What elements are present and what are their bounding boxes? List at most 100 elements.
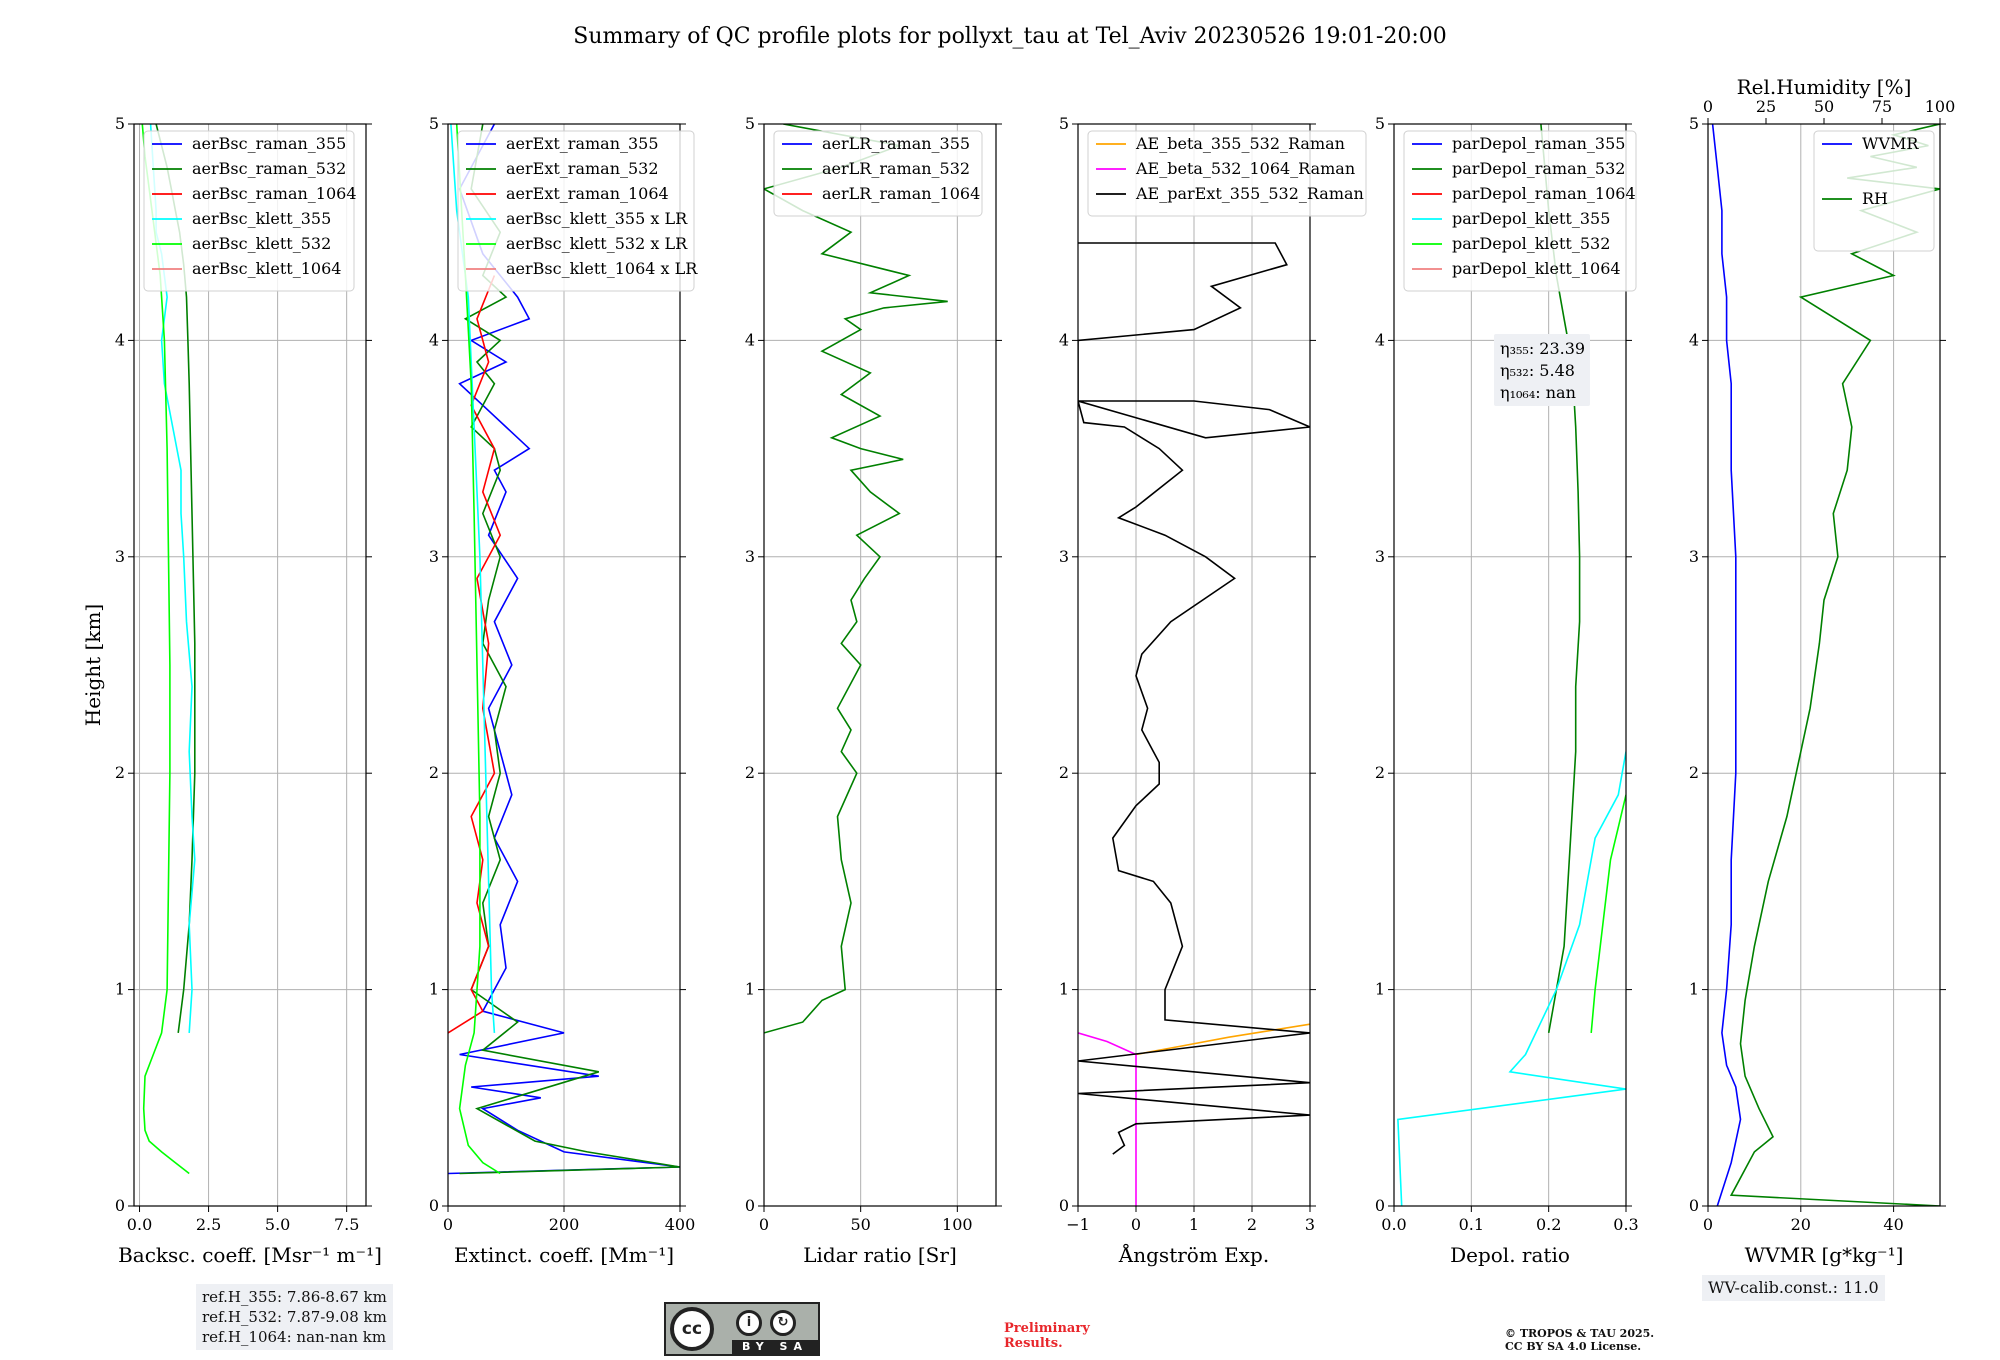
legend-label: aerBsc_raman_532 (192, 159, 346, 178)
x-tick-label: 0.3 (1613, 1215, 1638, 1234)
legend-label: aerBsc_klett_532 (192, 234, 331, 253)
y-tick-label: 4 (1375, 330, 1385, 349)
x-tick-label: 2.5 (196, 1215, 221, 1234)
x-axis-label: WVMR [g*kg⁻¹] (1745, 1243, 1904, 1267)
y-tick-label: 2 (745, 763, 755, 782)
y-tick-label: 3 (1059, 547, 1069, 566)
x-tick-label: 0.0 (127, 1215, 152, 1234)
legend-label: WVMR (1862, 134, 1919, 153)
y-tick-label: 4 (1059, 330, 1069, 349)
x-axis-label: Lidar ratio [Sr] (803, 1243, 957, 1267)
y-tick-label: 0 (1375, 1196, 1385, 1215)
ref-height-1064: ref.H_1064: nan-nan km (202, 1328, 387, 1346)
x-tick-label: 0.0 (1381, 1215, 1406, 1234)
legend-label: aerBsc_klett_355 x LR (506, 209, 688, 228)
x-tick-label: 1 (1189, 1215, 1199, 1234)
copyright-line-1: © TROPOS & TAU 2025. (1505, 1327, 1655, 1340)
axes-frame (1707, 123, 1941, 1207)
ref-height-355: ref.H_355: 7.86-8.67 km (202, 1288, 387, 1306)
cc-icon: cc (670, 1307, 714, 1351)
preliminary-line-1: Preliminary (1004, 1321, 1090, 1336)
legend-label: aerLR_raman_532 (822, 159, 970, 178)
wv-calibration-box: WV-calib.const.: 11.0 (1702, 1275, 1885, 1301)
x-top-tick-label: 0 (1703, 97, 1713, 116)
legend-box (1403, 130, 1637, 292)
x-tick-label: 5.0 (265, 1215, 290, 1234)
legend-label: aerLR_raman_1064 (822, 184, 980, 203)
y-tick-label: 4 (745, 330, 755, 349)
legend-label: parDepol_raman_355 (1452, 134, 1625, 153)
legend-label: parDepol_klett_1064 (1452, 259, 1621, 278)
y-tick-label: 5 (745, 114, 755, 133)
series-line (764, 124, 948, 1034)
series-line (1078, 1032, 1137, 1206)
legend-box (143, 130, 355, 292)
legend-label: aerExt_raman_532 (506, 159, 659, 178)
series-line (1729, 124, 1940, 1206)
y-tick-label: 0 (1689, 1196, 1699, 1215)
legend-label: aerExt_raman_1064 (506, 184, 669, 203)
preliminary-notice: Preliminary Results. (1004, 1321, 1090, 1351)
series-line (459, 124, 680, 1175)
wv-calibration-constant: WV-calib.const.: 11.0 (1708, 1278, 1879, 1297)
series-line (1397, 751, 1626, 1206)
legend-label: parDepol_klett_355 (1452, 209, 1610, 228)
y-tick-label: 1 (745, 980, 755, 999)
legend-label: aerBsc_raman_1064 (192, 184, 357, 203)
by-attribution-icon: i (736, 1310, 762, 1336)
x-tick-label: 2 (1247, 1215, 1257, 1234)
x-top-tick-label: 100 (1925, 97, 1956, 116)
legend-label: aerBsc_klett_532 x LR (506, 234, 688, 253)
y-tick-label: 2 (429, 763, 439, 782)
legend-label: parDepol_raman_532 (1452, 159, 1625, 178)
x-axis-label: Extinct. coeff. [Mm⁻¹] (454, 1243, 674, 1267)
y-tick-label: 5 (115, 114, 125, 133)
legend-label: parDepol_raman_1064 (1452, 184, 1636, 203)
y-tick-label: 5 (1059, 114, 1069, 133)
legend-label: AE_beta_355_532_Raman (1135, 134, 1345, 153)
cc-logo-text: BY SA (732, 1340, 818, 1354)
y-tick-label: 5 (429, 114, 439, 133)
x-top-tick-label: 25 (1756, 97, 1776, 116)
x-top-tick-label: 50 (1814, 97, 1834, 116)
legend-label: aerBsc_klett_1064 x LR (506, 259, 698, 278)
x-tick-label: 0 (443, 1215, 453, 1234)
series-line (448, 124, 680, 1175)
x-tick-label: 200 (549, 1215, 580, 1234)
series-line (1078, 242, 1310, 1155)
panel-depol: 0.0 0.1 0.2 0.3 0 1 2 3 4 5 Depol. ratio parDepol_r… (1375, 114, 1639, 1267)
y-axis-label: Height [km] (81, 604, 105, 726)
axes-frame (133, 123, 367, 1207)
series-line (1590, 794, 1626, 1033)
series-line (1135, 1023, 1310, 1056)
ref-height-532: ref.H_532: 7.87-9.08 km (202, 1308, 387, 1326)
x-tick-label: 50 (850, 1215, 870, 1234)
legend-box (773, 130, 983, 217)
share-alike-icon: ↻ (770, 1310, 796, 1336)
annotation-text: η₅₃₂: 5.48 (1500, 361, 1575, 380)
panel-lidar_ratio: 0 50 100 0 1 2 3 4 5 Lidar ratio [Sr] aerLR_raman_… (745, 114, 1002, 1267)
legend-label: aerBsc_klett_1064 (192, 259, 341, 278)
y-tick-label: 3 (429, 547, 439, 566)
panel-extinction: 0 200 400 0 1 2 3 4 5 Extinct. coeff. [Mm⁻¹] aerEx… (429, 114, 698, 1267)
y-tick-label: 4 (115, 330, 125, 349)
legend-box (1087, 130, 1367, 217)
panels: 0.0 2.5 5.0 7.5 0 1 2 3 4 5 Backsc. coeff. [Msr⁻¹ … (81, 75, 1955, 1267)
annotation-text: η₁₀₆₄: nan (1500, 383, 1576, 402)
annotation-text: η₃₅₅: 23.39 (1500, 339, 1585, 358)
x-tick-label: 0.1 (1459, 1215, 1484, 1234)
legend-label: AE_parExt_355_532_Raman (1135, 184, 1364, 203)
y-tick-label: 0 (429, 1196, 439, 1215)
series-line (448, 275, 502, 1034)
x-tick-label: 100 (942, 1215, 973, 1234)
y-tick-label: 1 (1689, 980, 1699, 999)
y-tick-label: 3 (1375, 547, 1385, 566)
legend-label: RH (1862, 189, 1888, 208)
x-axis-label: Backsc. coeff. [Msr⁻¹ m⁻¹] (118, 1243, 382, 1267)
y-tick-label: 0 (745, 1196, 755, 1215)
copyright-notice: © TROPOS & TAU 2025. CC BY SA 4.0 Licens… (1505, 1327, 1654, 1353)
legend-label: aerBsc_raman_355 (192, 134, 346, 153)
